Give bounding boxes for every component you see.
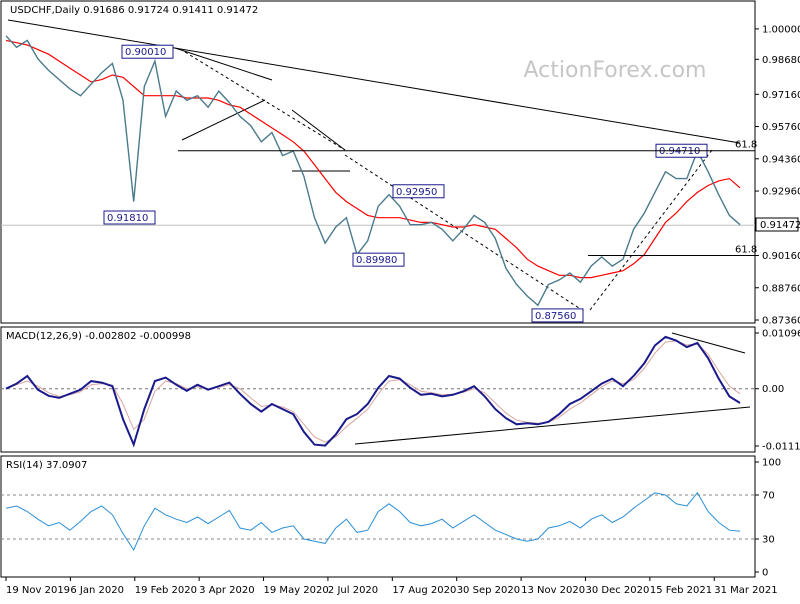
fib-levels: 61.8 61.8 [178,140,757,257]
annotation-label: 0.90010 [125,47,166,58]
rsi-tick-label: 30 [762,535,775,546]
current-price-box [755,217,799,232]
macd-panel: 0.010967 0.00 -0.011127 MACD(12,26,9) -0.0… [0,326,800,453]
price-panel: ActionForex.com 1.00000 0.98680 0.97160 0.9… [0,0,800,327]
x-tick-label: 19 May 2020 [264,585,329,596]
rsi-tick-label: 0 [762,568,768,579]
price-tick-label: 0.97160 [762,90,800,101]
title-bg [8,3,213,17]
x-tick-label: 30 Dec 2020 [585,585,649,596]
price-tick-label: 0.88760 [762,283,800,294]
annotation-box [392,184,445,199]
sma-line [5,39,741,279]
annotation-label: 0.94710 [659,146,700,157]
annotation-label: 0.87560 [535,311,576,322]
rsi-tick-label: 100 [762,458,781,469]
rsi-line [5,491,741,552]
price-tick-label: 0.98680 [762,55,800,66]
watermark: ActionForex.com [524,58,707,83]
annotation-label: 0.91810 [107,213,148,224]
x-tick-label: 17 Aug 2020 [392,585,456,596]
macd-tick-label: 0.010967 [762,329,800,340]
price-trendlines [1,19,755,313]
price-tick-label: 0.92960 [762,187,800,198]
dashed-decline-line [184,51,346,151]
x-tick-label: 13 Nov 2020 [521,585,585,596]
annotation-box [352,252,405,267]
x-tick-label: 31 Mar 2021 [714,585,777,596]
rsi-tick-label: 70 [762,491,775,502]
wedge-top-line [291,109,346,151]
price-tick-label: 0.87360 [762,316,800,327]
rsi-title: RSI(14) 37.0907 [6,460,87,471]
price-tick-label: 0.94360 [762,154,800,165]
triangle-top-line [174,47,273,81]
macd-trendline-upper [671,332,746,354]
price-annotations: 0.90010 0.91810 0.92950 0.89980 0.87560 0.947… [103,44,708,323]
x-axis: 19 Nov 2019 6 Jan 2020 19 Feb 2020 3 Apr 20… [5,577,778,596]
macd-title: MACD(12,26,9) -0.002802 -0.000998 [6,331,191,342]
main-downtrend-line [7,19,741,144]
x-tick-label: 6 Jan 2020 [70,585,124,596]
fib-level-label: 61.8 [735,140,757,151]
fib-level-label: 61.8 [735,245,757,256]
annotation-box [121,44,174,59]
macd-tick-label: 0.00 [762,384,784,395]
price-y-ticks: 1.00000 0.98680 0.97160 0.95760 0.94360 0.929… [755,24,800,327]
x-tick-label: 2 Jul 2020 [328,585,378,596]
annotation-box [531,308,584,323]
macd-line [5,335,741,448]
macd-tick-label: -0.011127 [762,442,800,453]
x-tick-label: 3 Apr 2020 [199,585,254,596]
price-tick-label: 0.95760 [762,122,800,133]
macd-trendline-lower [354,406,751,445]
annotation-box [103,210,156,225]
price-frame [0,0,756,324]
annotation-label: 0.92950 [396,187,437,198]
x-tick-label: 19 Nov 2019 [6,585,70,596]
triangle-bottom-line [181,99,266,141]
rsi-frame [0,455,756,578]
annotation-label: 0.89980 [356,255,397,266]
macd-y-ticks: 0.010967 0.00 -0.011127 [755,329,800,453]
rsi-panel: 100 70 30 0 RSI(14) 37.0907 [0,455,781,579]
x-tick-label: 30 Sep 2020 [457,585,520,596]
x-tick-label: 15 Feb 2021 [650,585,712,596]
rsi-y-ticks: 100 70 30 0 [755,458,781,579]
price-tick-label: 1.00000 [762,24,800,35]
current-price-label: 0.91472 [760,220,800,231]
price-tick-label: 0.90160 [762,251,800,262]
price-line [5,35,741,307]
x-tick-label: 19 Feb 2020 [135,585,197,596]
price-title: USDCHF,Daily 0.91686 0.91724 0.91411 0.9… [10,5,258,16]
